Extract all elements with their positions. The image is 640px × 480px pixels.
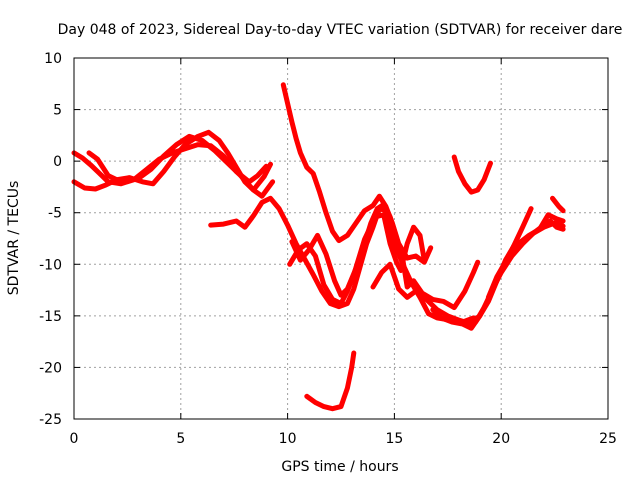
x-tick-label: 20 xyxy=(492,431,510,447)
grid-lines xyxy=(74,58,608,419)
series-arc-7 xyxy=(287,212,427,306)
x-tick-label: 15 xyxy=(385,431,403,447)
y-tick-label: 5 xyxy=(53,103,62,119)
series-traces xyxy=(71,82,566,412)
y-tick-label: -10 xyxy=(39,257,62,273)
y-tick-label: -20 xyxy=(39,360,62,376)
y-axis-label: SDTVAR / TECUs xyxy=(6,181,22,296)
y-tick-label: -5 xyxy=(48,206,62,222)
series-arc-12 xyxy=(550,195,566,214)
series-arc-2 xyxy=(71,129,273,193)
y-tick-labels: 10 5 0 -5 -10 -15 -20 -25 xyxy=(39,51,62,428)
y-tick-label: 10 xyxy=(44,51,62,67)
series-arc-6 xyxy=(289,202,481,311)
axis-ticks xyxy=(73,57,609,420)
x-tick-label: 5 xyxy=(176,431,185,447)
chart-title: Day 048 of 2023, Sidereal Day-to-day VTE… xyxy=(58,22,623,38)
plot-frame xyxy=(73,57,609,420)
y-tick-label: -15 xyxy=(39,309,62,325)
series-arc-3 xyxy=(86,133,276,199)
series-arc-14 xyxy=(304,350,357,412)
x-tick-label: 10 xyxy=(279,431,297,447)
x-axis-label: GPS time / hours xyxy=(281,459,398,475)
y-tick-label: -25 xyxy=(39,412,62,428)
series-arc-11 xyxy=(485,212,566,300)
x-tick-label: 25 xyxy=(599,431,617,447)
y-tick-label: 0 xyxy=(53,154,62,170)
x-tick-labels: 0 5 10 15 20 25 xyxy=(70,431,617,447)
x-tick-label: 0 xyxy=(70,431,79,447)
series-arc-13 xyxy=(451,154,493,195)
